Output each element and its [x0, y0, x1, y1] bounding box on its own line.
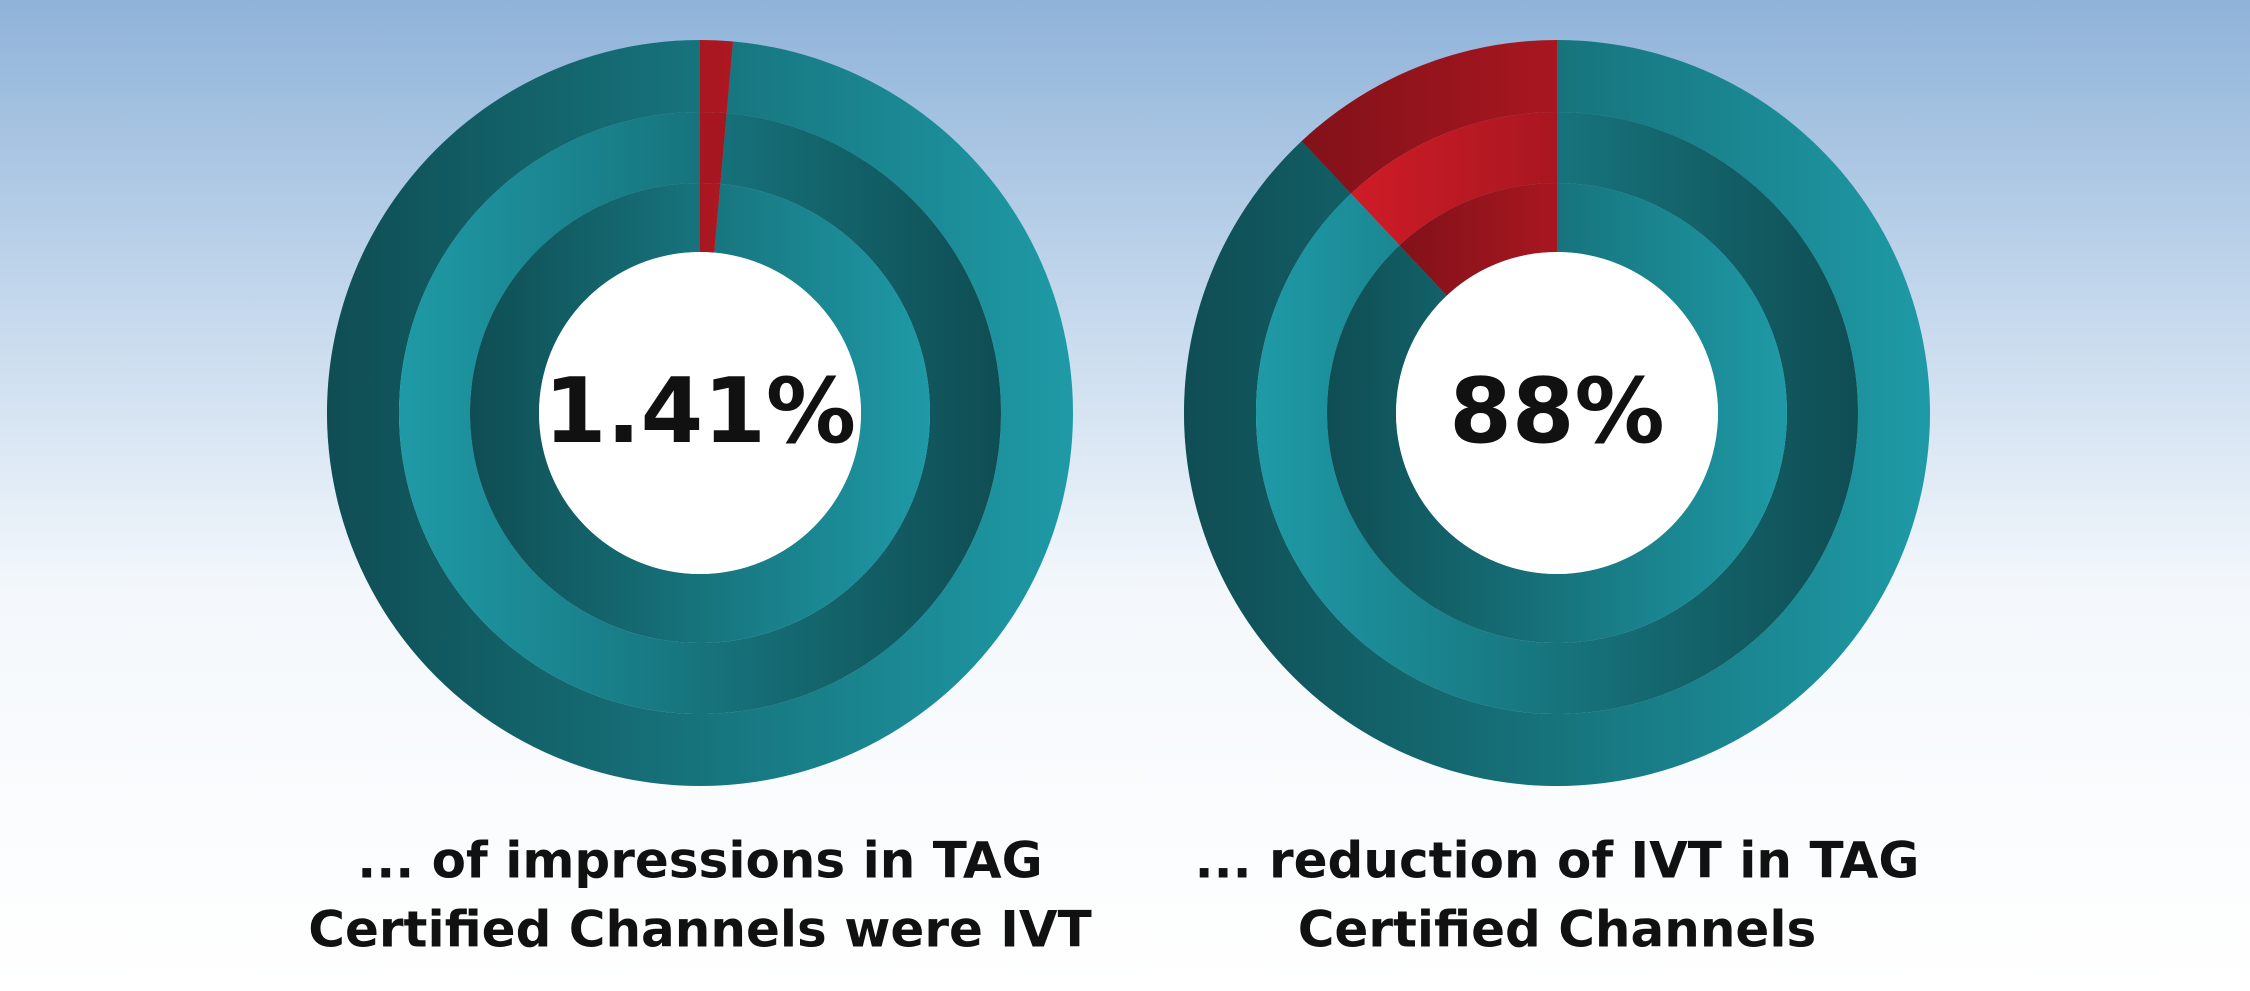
ring-shade: [469, 183, 930, 643]
center-value: 1.41%: [544, 359, 856, 464]
caption: ... of impressions in TAG: [357, 832, 1042, 890]
caption: Certified Channels: [1298, 901, 1817, 959]
center-value: 88%: [1449, 359, 1664, 464]
donut-hole: [1396, 252, 1718, 574]
ring-shade: [1326, 183, 1787, 643]
caption: Certified Channels were IVT: [308, 901, 1091, 959]
donut-hole: [539, 252, 861, 574]
caption: ... reduction of IVT in TAG: [1195, 832, 1920, 890]
